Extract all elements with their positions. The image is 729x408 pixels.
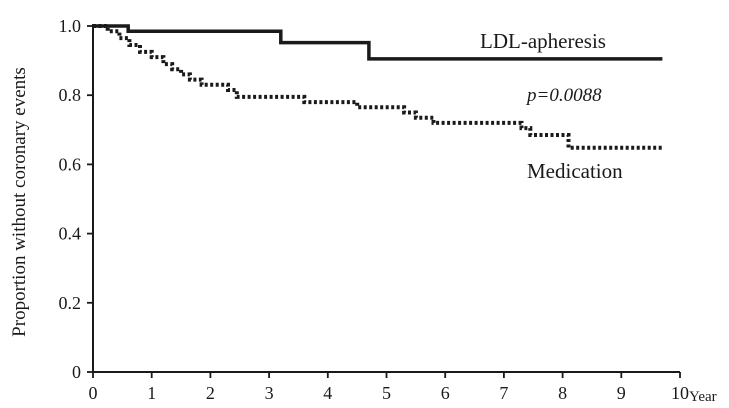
x-tick-label: 1 (147, 383, 156, 403)
series-label-ldl-apheresis: LDL-apheresis (480, 29, 606, 53)
x-tick-label: 5 (382, 383, 391, 403)
x-tick-label: 8 (558, 383, 567, 403)
p-value-annotation: p=0.0088 (525, 85, 602, 106)
x-tick-label: 7 (499, 383, 508, 403)
x-tick-label: 0 (89, 383, 98, 403)
series-lines (93, 24, 663, 150)
axes (92, 24, 680, 373)
series-line-ldl-apheresis (93, 24, 663, 61)
y-tick-label: 0.6 (59, 154, 82, 174)
y-tick-label: 0.8 (59, 85, 82, 105)
x-tick-label: 10 (671, 383, 689, 403)
y-tick-label: 1.0 (59, 16, 82, 36)
series-line-medication (93, 24, 663, 150)
y-tick-label: 0.4 (59, 224, 82, 244)
y-axis-label: Proportion without coronary events (9, 67, 30, 337)
x-tick-labels: 0 1 2 3 4 5 6 7 8 9 10 (89, 383, 690, 403)
x-tick-label: 2 (206, 383, 215, 403)
tick-marks (87, 25, 681, 378)
y-tick-labels: 0 0.2 0.4 0.6 0.8 1.0 (59, 16, 82, 382)
y-tick-label: 0.2 (59, 293, 82, 313)
y-tick-label: 0 (72, 362, 81, 382)
x-tick-label: 3 (265, 383, 274, 403)
series-label-medication: Medication (527, 159, 623, 183)
x-axis-unit-label: Year (689, 389, 717, 405)
x-tick-label: 9 (617, 383, 626, 403)
x-tick-label: 6 (441, 383, 450, 403)
x-tick-label: 4 (323, 383, 332, 403)
